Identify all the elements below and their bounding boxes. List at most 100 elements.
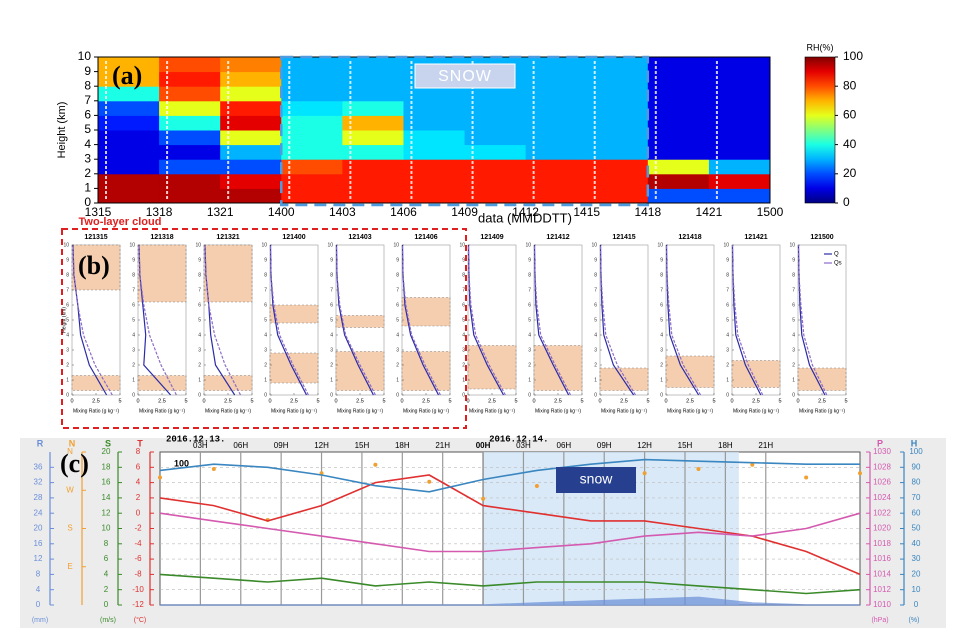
y-tick-label: 2 <box>330 362 333 368</box>
x-axis-label: Mixing Ratio (g kg⁻¹) <box>139 408 185 414</box>
y-tick-label: 5 <box>66 317 69 323</box>
axis-tick-label: 1028 <box>873 462 891 471</box>
y-tick-label: 2 <box>726 362 729 368</box>
heat-cell <box>464 86 527 102</box>
y-tick-label: 6 <box>132 302 135 308</box>
y-tick-label: 4 <box>396 332 399 338</box>
y-tick-label: 8 <box>396 272 399 278</box>
x-tick-label: 0 <box>730 398 733 404</box>
heat-cell <box>342 173 404 189</box>
axis-tick-label: 28 <box>34 493 43 502</box>
heat-cell <box>342 71 404 87</box>
y-axis-label: Height (km) <box>61 307 67 333</box>
heat-cell <box>586 100 649 116</box>
dir-dot <box>427 479 432 484</box>
axis-tick-label: 1014 <box>873 570 891 579</box>
dir-dot <box>858 471 862 476</box>
x-tick-label: 0 <box>202 398 205 404</box>
y-tick-label: 6 <box>792 302 795 308</box>
axis-tick-label: 70 <box>912 493 921 502</box>
axis-tick-label: 8 <box>104 539 109 548</box>
axis-tick-label: 40 <box>912 539 921 548</box>
y-tick-label: 10 <box>78 49 92 63</box>
x-tick-label: 06H <box>557 441 572 450</box>
heat-cell <box>98 86 160 102</box>
y-tick-label: 3 <box>792 347 795 353</box>
heat-cell <box>220 144 282 160</box>
x-tick-label: 2.5 <box>158 398 166 404</box>
y-tick-label: 6 <box>528 302 531 308</box>
heat-cell <box>708 100 771 116</box>
date-label: 2016.12.13. <box>166 434 225 444</box>
y-tick-label: 9 <box>726 257 729 263</box>
profile-line <box>665 244 702 396</box>
dir-dot <box>804 475 809 480</box>
axis-tick-label: -10 <box>132 585 144 594</box>
heat-cell <box>586 115 649 131</box>
y-tick-label: 5 <box>84 122 91 136</box>
heat-cell <box>281 100 343 116</box>
y-tick-label: 0 <box>132 392 135 398</box>
y-tick-label: 5 <box>264 317 267 323</box>
heat-cell <box>220 159 282 175</box>
y-tick-label: 6 <box>660 302 663 308</box>
profile-line <box>335 244 376 396</box>
colorbar-tick-label: 60 <box>843 108 857 122</box>
y-tick-label: 8 <box>792 272 795 278</box>
x-tick-label: 5 <box>844 398 847 404</box>
axis-tick-label: -8 <box>134 570 142 579</box>
y-tick-label: 3 <box>726 347 729 353</box>
y-tick-label: 10 <box>657 242 663 248</box>
series-line <box>159 573 861 595</box>
profile-line <box>731 244 764 396</box>
y-tick-label: 2 <box>132 362 135 368</box>
axis-tick-label: 4 <box>136 478 141 487</box>
cloud-layer <box>599 367 649 391</box>
x-tick-label: 2.5 <box>224 398 232 404</box>
heat-cell <box>647 115 710 131</box>
y-tick-label: 1 <box>330 377 333 383</box>
heat-cell <box>342 159 404 175</box>
y-tick-label: 3 <box>132 347 135 353</box>
y-tick-label: 7 <box>660 287 663 293</box>
axis-tick-label: -12 <box>132 600 144 609</box>
note: 100 <box>174 458 189 468</box>
cloud-layer <box>269 352 319 384</box>
cloud-layer <box>335 315 385 328</box>
y-tick-label: 10 <box>393 242 399 248</box>
heat-cell <box>342 130 404 146</box>
heat-cell <box>525 159 588 175</box>
heat-cell <box>159 86 221 102</box>
heat-cell <box>708 130 771 146</box>
axis-tick-label: -2 <box>134 524 142 533</box>
y-tick-label: 6 <box>396 302 399 308</box>
dir-dot <box>373 462 378 467</box>
axis-tick-label: 16 <box>102 478 111 487</box>
panel-label: (a) <box>112 61 142 90</box>
heat-cell <box>586 159 649 175</box>
axis-tick-label: 60 <box>912 508 921 517</box>
heat-cell <box>525 115 588 131</box>
y-tick-label: 10 <box>129 242 135 248</box>
heat-cell <box>586 144 649 160</box>
axis-tick-label: 1030 <box>873 447 891 456</box>
x-tick-label: 1415 <box>573 205 600 219</box>
y-tick-label: 5 <box>528 317 531 323</box>
axis-tick-label: 30 <box>912 554 921 563</box>
axis-tick-label: 36 <box>34 462 43 471</box>
axis-tick-label: S <box>67 524 72 533</box>
x-tick-label: 0 <box>268 398 271 404</box>
y-tick-label: 6 <box>66 302 69 308</box>
y-tick-label: 7 <box>792 287 795 293</box>
subplot-title: 121318 <box>150 234 173 241</box>
axis-unit: (m/s) <box>100 617 116 624</box>
y-tick-label: 8 <box>264 272 267 278</box>
x-tick-label: 5 <box>250 398 253 404</box>
heat-cell <box>159 144 221 160</box>
subplot-title: 121412 <box>546 234 569 241</box>
x-tick-label: 2.5 <box>752 398 760 404</box>
axis-tick-label: 4 <box>104 570 109 579</box>
heat-cell <box>586 57 649 73</box>
axis-unit: (hPa) <box>871 617 888 624</box>
y-tick-label: 1 <box>462 377 465 383</box>
